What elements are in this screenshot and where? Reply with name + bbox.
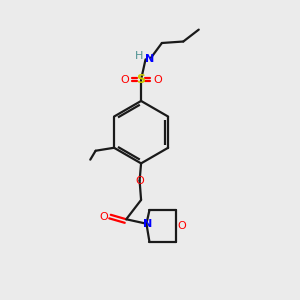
Text: H: H [135,51,143,62]
Text: O: O [99,212,108,222]
Text: N: N [145,54,154,64]
Text: S: S [136,73,146,86]
Text: O: O [135,176,144,186]
Text: O: O [153,75,162,85]
Text: O: O [178,221,187,231]
Text: O: O [120,75,129,85]
Text: N: N [143,219,152,229]
